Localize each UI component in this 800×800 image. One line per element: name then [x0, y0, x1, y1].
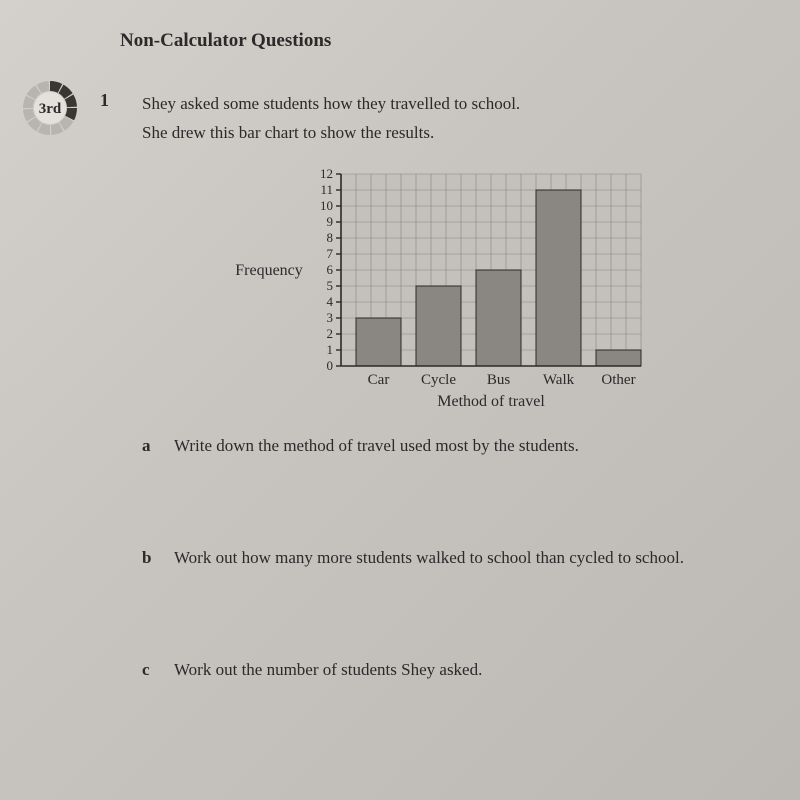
svg-text:9: 9: [326, 214, 333, 229]
question-1: 1 Shey asked some students how they trav…: [100, 90, 740, 148]
question-line-1: Shey asked some students how they travel…: [142, 90, 520, 119]
bar-chart: Frequency CarCycleBusWalkOther0123456789…: [100, 168, 740, 412]
svg-text:Bus: Bus: [487, 372, 511, 388]
svg-text:3rd: 3rd: [39, 101, 62, 117]
svg-text:6: 6: [326, 262, 333, 277]
svg-text:Other: Other: [601, 372, 635, 388]
svg-text:1: 1: [326, 342, 333, 357]
sub-letter-c: c: [142, 660, 158, 680]
sub-text-a: Write down the method of travel used mos…: [174, 436, 579, 456]
chart-svg: CarCycleBusWalkOther0123456789101112Meth…: [313, 168, 645, 412]
question-text: Shey asked some students how they travel…: [142, 90, 520, 148]
svg-text:11: 11: [320, 182, 333, 197]
sub-text-c: Work out the number of students Shey ask…: [174, 660, 482, 680]
svg-text:Method of travel: Method of travel: [437, 393, 545, 410]
svg-text:4: 4: [326, 294, 333, 309]
svg-text:0: 0: [326, 358, 333, 373]
sub-letter-a: a: [142, 436, 158, 456]
section-heading: Non-Calculator Questions: [120, 30, 740, 52]
y-axis-label: Frequency: [235, 262, 303, 280]
sub-letter-b: b: [142, 548, 158, 568]
svg-text:Walk: Walk: [543, 372, 575, 388]
question-number: 1: [100, 90, 118, 148]
svg-text:7: 7: [326, 246, 333, 261]
svg-text:5: 5: [326, 278, 333, 293]
svg-text:12: 12: [320, 168, 333, 181]
sub-question-b: b Work out how many more students walked…: [142, 548, 740, 568]
sub-question-a: a Write down the method of travel used m…: [142, 436, 740, 456]
sub-question-c: c Work out the number of students Shey a…: [142, 660, 740, 680]
svg-text:2: 2: [326, 326, 333, 341]
grade-badge: 3rd: [22, 80, 78, 136]
svg-text:3: 3: [326, 310, 333, 325]
question-line-2: She drew this bar chart to show the resu…: [142, 119, 520, 148]
sub-text-b: Work out how many more students walked t…: [174, 548, 684, 568]
svg-text:8: 8: [326, 230, 333, 245]
svg-text:Cycle: Cycle: [421, 372, 456, 388]
svg-text:10: 10: [320, 198, 333, 213]
svg-text:Car: Car: [367, 372, 389, 388]
